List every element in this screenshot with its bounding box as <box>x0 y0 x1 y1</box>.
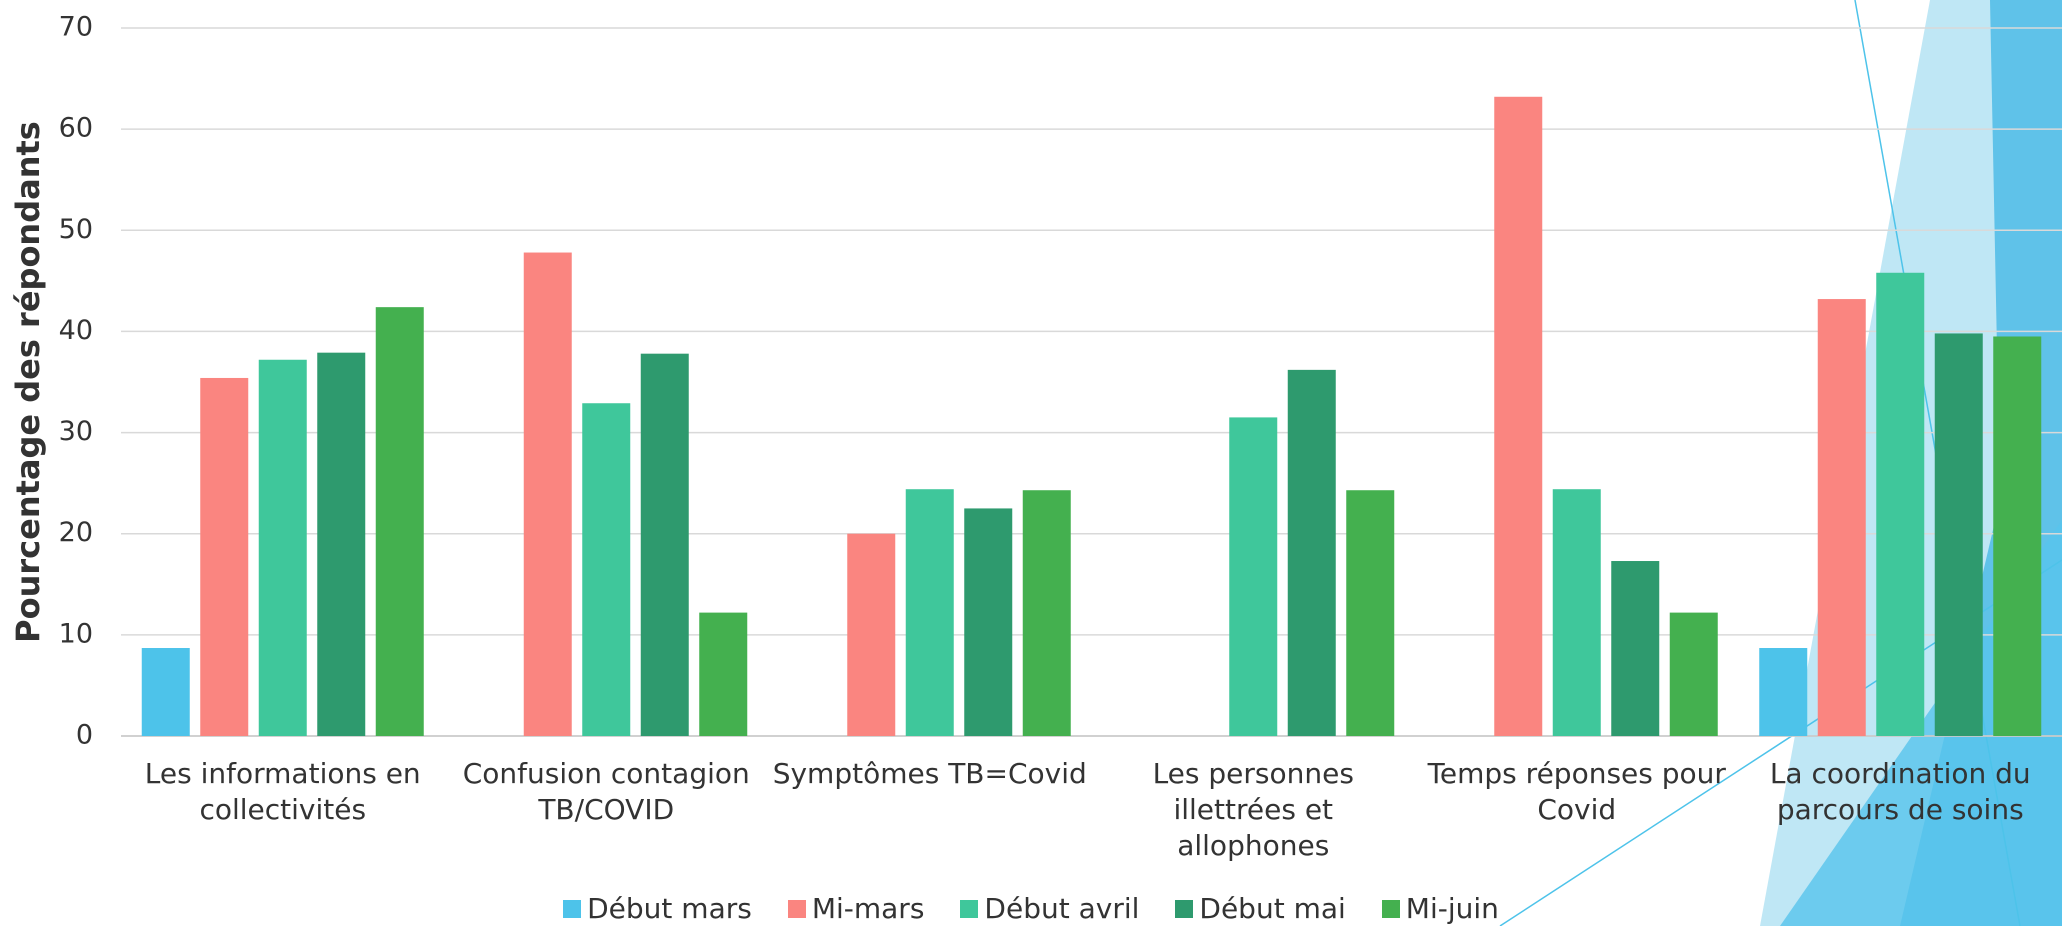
y-axis-title: Pourcentage des répondants <box>9 121 47 643</box>
bar <box>142 648 190 736</box>
y-tick-label: 70 <box>59 12 93 43</box>
legend: Début mars Mi-mars Début avril Début mai Mi-… <box>0 892 2062 925</box>
legend-label: Début mars <box>587 892 752 925</box>
legend-swatch <box>960 900 978 918</box>
legend-item: Mi-mars <box>788 892 925 925</box>
legend-item: Début avril <box>960 892 1139 925</box>
bar <box>1229 417 1277 736</box>
bar <box>1611 561 1659 736</box>
legend-swatch <box>1382 900 1400 918</box>
bar <box>1935 333 1983 736</box>
legend-item: Mi-juin <box>1382 892 1499 925</box>
legend-item: Début mai <box>1175 892 1345 925</box>
bar <box>376 307 424 736</box>
x-tick-label: Temps réponses pour Covid <box>1419 756 1735 828</box>
legend-swatch <box>1175 900 1193 918</box>
bar <box>1494 97 1542 736</box>
bar <box>1876 273 1924 736</box>
legend-label: Mi-juin <box>1406 892 1499 925</box>
bar <box>1346 490 1394 736</box>
bar <box>964 508 1012 736</box>
bar <box>582 403 630 736</box>
x-tick-label: Symptômes TB=Covid <box>772 756 1088 792</box>
legend-swatch <box>788 900 806 918</box>
x-tick-label: Confusion contagion TB/COVID <box>449 756 765 828</box>
y-tick-label: 30 <box>59 416 93 447</box>
bar <box>259 360 307 736</box>
page: {"chart_data": {"type": "bar", "y_label"… <box>0 0 2062 926</box>
bar <box>699 613 747 736</box>
x-tick-label: Les personnes illettrées et allophones <box>1096 756 1412 864</box>
x-tick-label: Les informations en collectivités <box>125 756 441 828</box>
bar <box>1023 490 1071 736</box>
legend-swatch <box>563 900 581 918</box>
bar <box>847 534 895 736</box>
y-tick-label: 20 <box>59 517 93 548</box>
y-tick-label: 60 <box>59 113 93 144</box>
legend-label: Début mai <box>1199 892 1345 925</box>
y-tick-label: 50 <box>59 214 93 245</box>
bar <box>906 489 954 736</box>
x-tick-label: La coordination du parcours de soins <box>1743 756 2059 828</box>
y-tick-label: 10 <box>59 618 93 649</box>
bar <box>1993 336 2041 736</box>
legend-item: Début mars <box>563 892 752 925</box>
y-tick-label: 0 <box>76 720 93 751</box>
bar <box>1759 648 1807 736</box>
legend-label: Mi-mars <box>812 892 925 925</box>
bar <box>641 354 689 736</box>
bar <box>1670 613 1718 736</box>
y-tick-label: 40 <box>59 315 93 346</box>
bar <box>1288 370 1336 736</box>
bar <box>1553 489 1601 736</box>
bar <box>200 378 248 736</box>
bar <box>524 253 572 736</box>
legend-label: Début avril <box>984 892 1139 925</box>
bar <box>1818 299 1866 736</box>
bar <box>317 353 365 736</box>
